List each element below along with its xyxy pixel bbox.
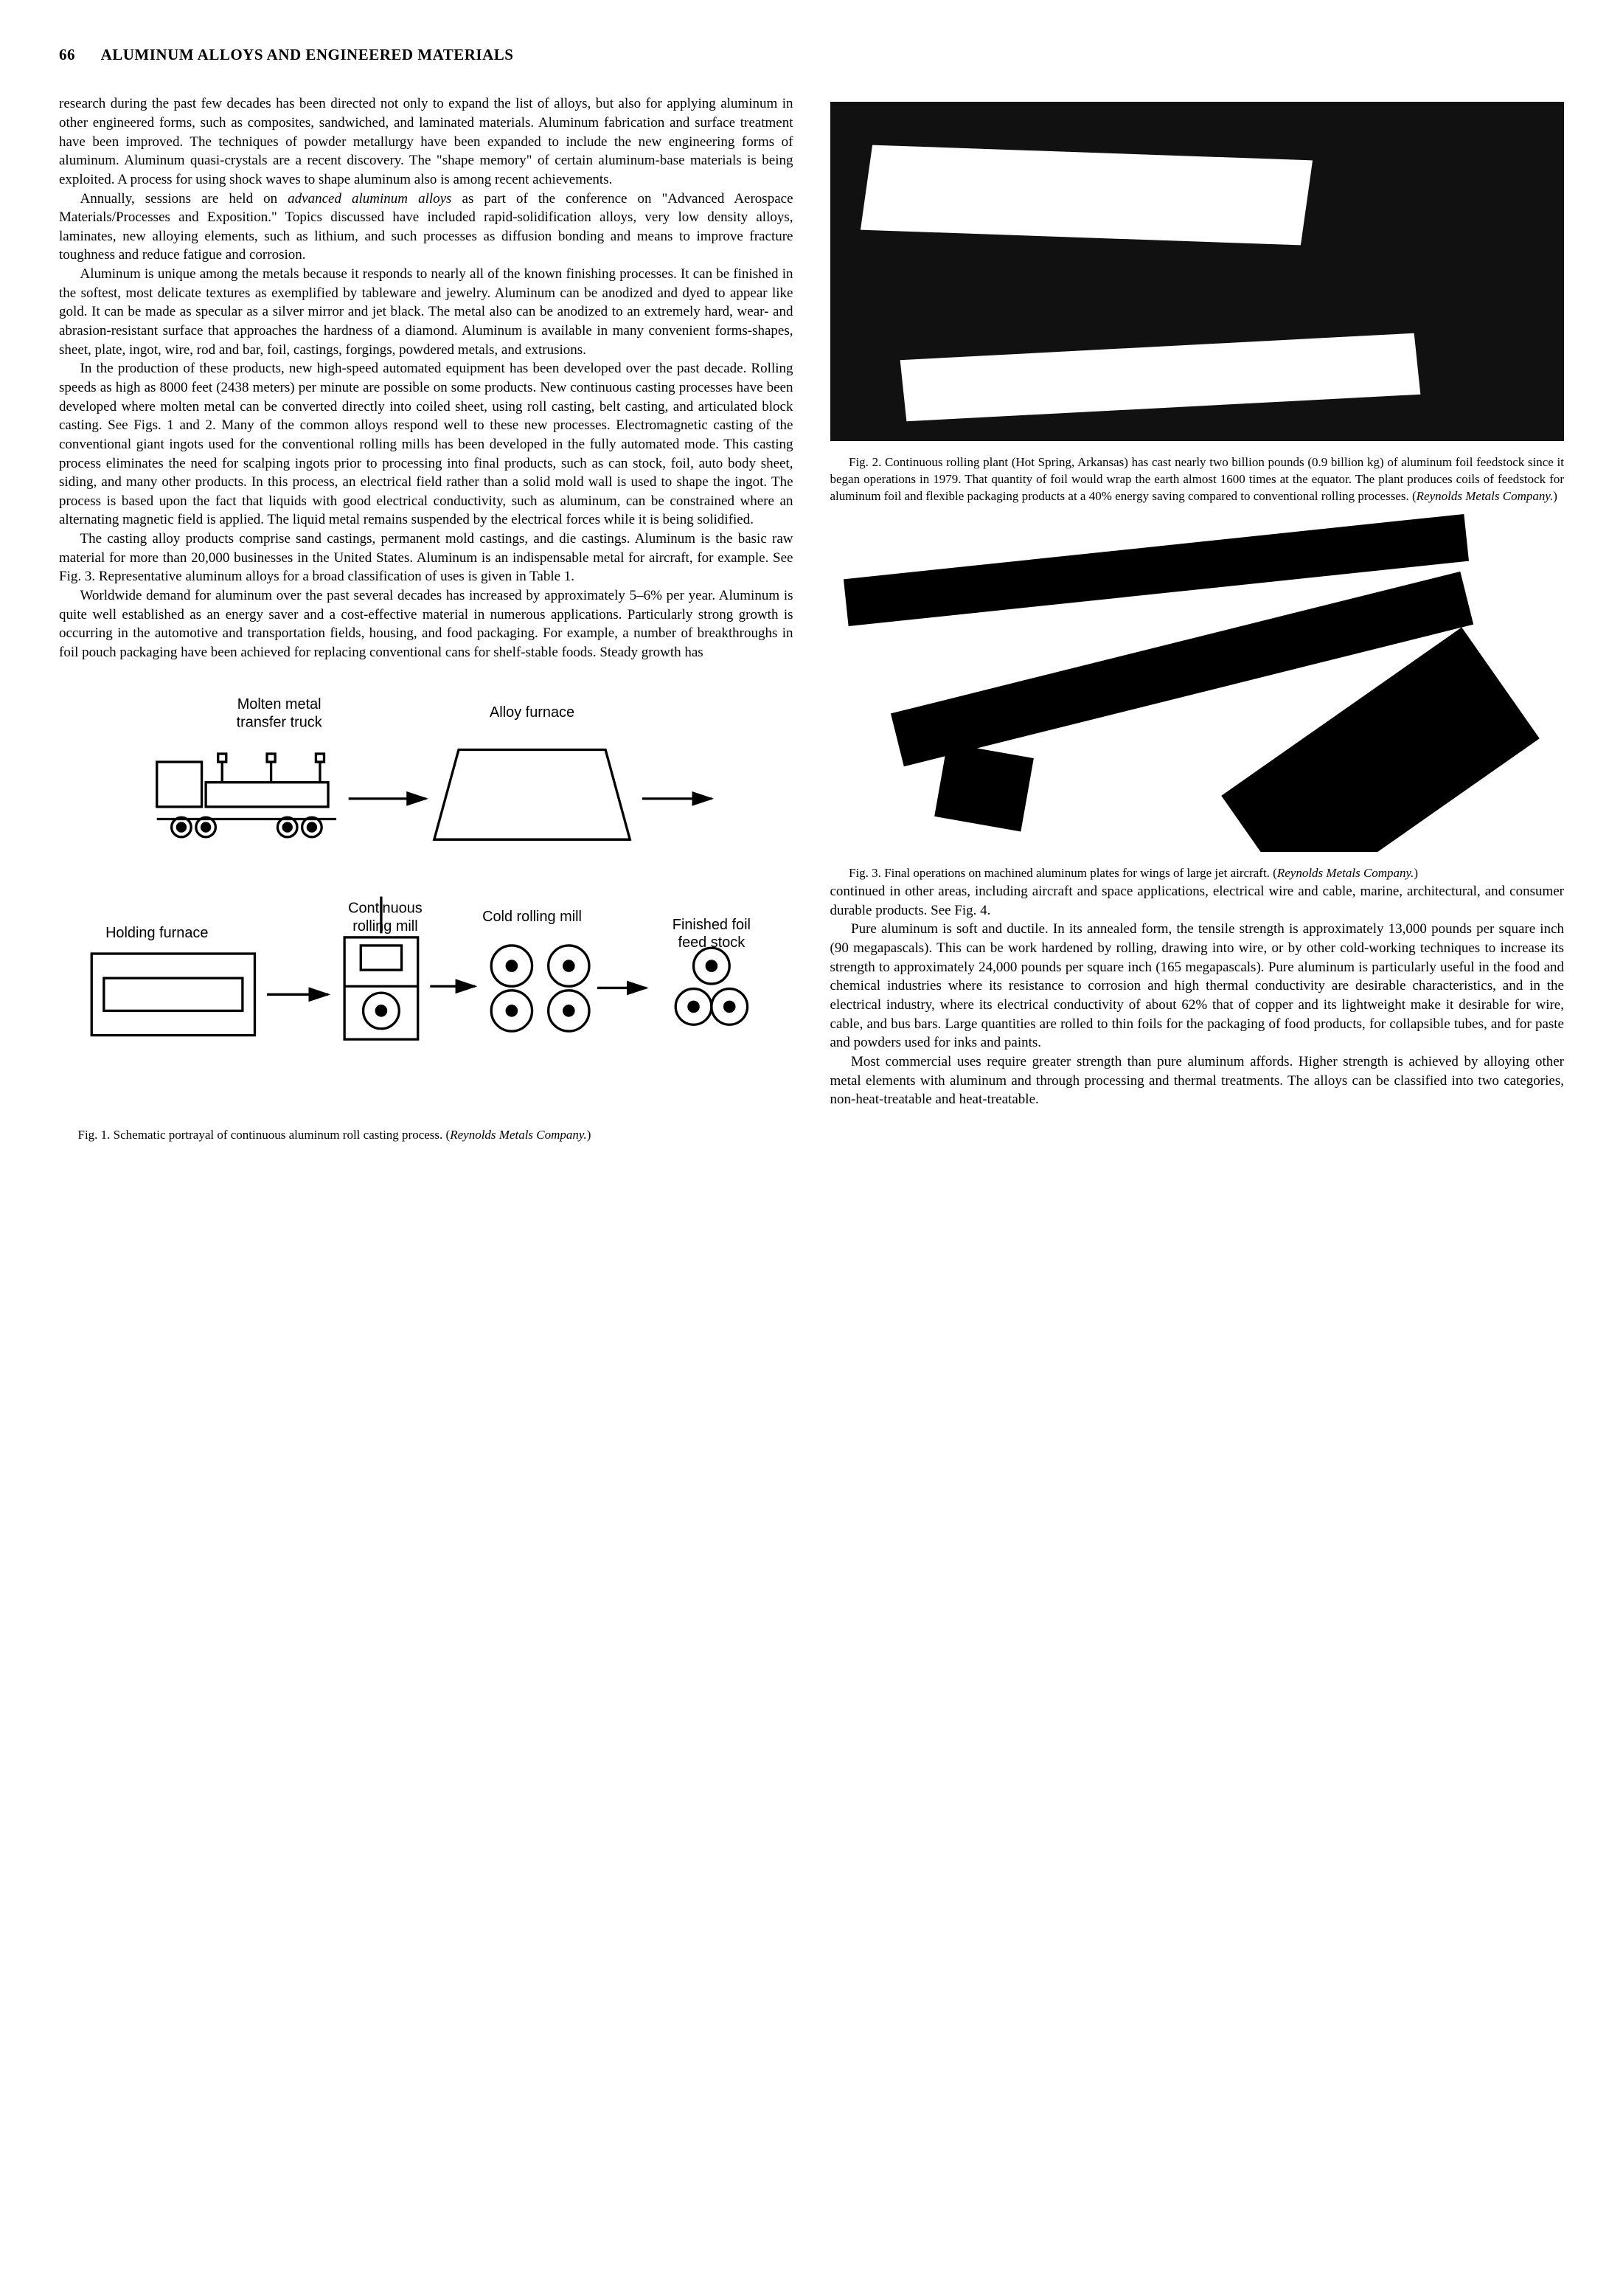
figure-2-caption: Fig. 2. Continuous rolling plant (Hot Sp… xyxy=(830,454,1565,505)
svg-text:rolling mill: rolling mill xyxy=(352,918,417,934)
svg-text:Holding furnace: Holding furnace xyxy=(105,924,208,940)
right-column: Fig. 2. Continuous rolling plant (Hot Sp… xyxy=(830,94,1565,1144)
svg-text:Cold rolling mill: Cold rolling mill xyxy=(482,908,582,924)
page-header: 66 ALUMINUM ALLOYS AND ENGINEERED MATERI… xyxy=(59,44,1564,65)
body-paragraph: Pure aluminum is soft and ductile. In it… xyxy=(830,920,1565,1052)
page-number: 66 xyxy=(59,46,75,63)
body-paragraph: Aluminum is unique among the metals beca… xyxy=(59,265,793,359)
svg-text:transfer truck: transfer truck xyxy=(237,714,322,730)
schematic-svg: Molten metal transfer truck Alloy furnac… xyxy=(59,684,793,1109)
left-column: research during the past few decades has… xyxy=(59,94,793,1144)
emphasis: Reynolds Metals Company. xyxy=(1417,489,1554,503)
emphasis: advanced aluminum alloys xyxy=(288,191,451,207)
figure-1-diagram: Molten metal transfer truck Alloy furnac… xyxy=(59,684,793,1114)
emphasis: Reynolds Metals Company. xyxy=(1277,866,1414,880)
figure-3-caption: Fig. 3. Final operations on machined alu… xyxy=(830,865,1565,882)
figure-2-image xyxy=(830,102,1565,441)
emphasis: Reynolds Metals Company. xyxy=(450,1128,587,1142)
page-title: ALUMINUM ALLOYS AND ENGINEERED MATERIALS xyxy=(101,46,514,63)
body-paragraph: continued in other areas, including airc… xyxy=(830,882,1565,920)
figure-1-caption: Fig. 1. Schematic portrayal of continuou… xyxy=(59,1127,793,1144)
svg-text:Finished foil: Finished foil xyxy=(673,916,751,932)
body-paragraph: Worldwide demand for aluminum over the p… xyxy=(59,586,793,662)
text-run: Fig. 3. Final operations on machined alu… xyxy=(849,866,1277,880)
svg-text:Molten metal: Molten metal xyxy=(237,696,322,712)
svg-text:Alloy furnace: Alloy furnace xyxy=(490,704,574,721)
text-run: ) xyxy=(1553,489,1557,503)
body-paragraph: Most commercial uses require greater str… xyxy=(830,1052,1565,1109)
two-column-layout: research during the past few decades has… xyxy=(59,94,1564,1144)
body-paragraph: The casting alloy products comprise sand… xyxy=(59,530,793,586)
figure-3-image xyxy=(830,513,1565,852)
text-run: Fig. 1. Schematic portrayal of continuou… xyxy=(78,1128,451,1142)
body-paragraph: Annually, sessions are held on advanced … xyxy=(59,190,793,266)
svg-text:Continuous: Continuous xyxy=(348,900,423,916)
text-run: ) xyxy=(587,1128,591,1142)
body-paragraph: In the production of these products, new… xyxy=(59,359,793,530)
text-run: Annually, sessions are held on xyxy=(80,191,288,207)
text-run: ) xyxy=(1414,866,1418,880)
body-paragraph: research during the past few decades has… xyxy=(59,94,793,189)
